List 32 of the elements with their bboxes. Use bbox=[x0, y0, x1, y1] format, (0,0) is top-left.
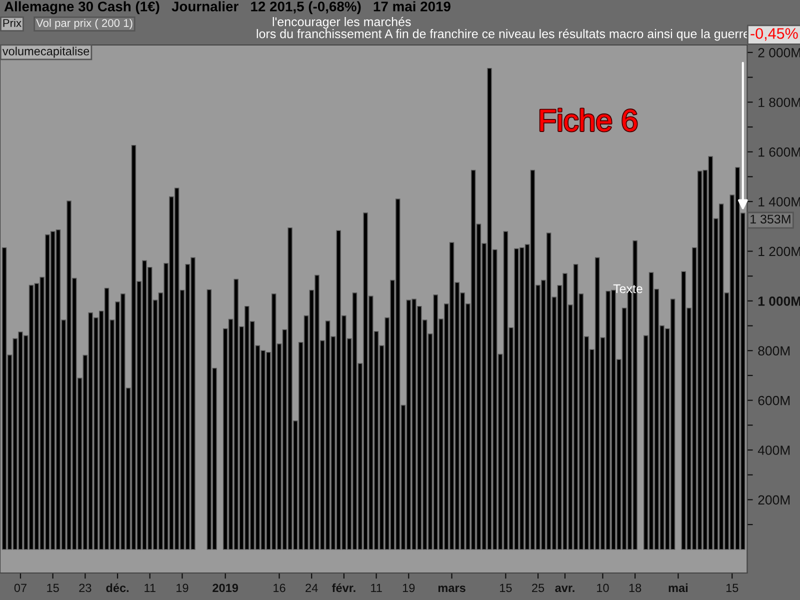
text: Prix bbox=[3, 18, 22, 27]
annotation: volumecapitalise bbox=[2, 46, 90, 58]
y-tick-label: 600M bbox=[758, 396, 790, 406]
x-tick-label: 25 bbox=[532, 584, 544, 592]
x-tick-label: 07 bbox=[14, 584, 26, 592]
x-tick-label: 11 bbox=[144, 584, 156, 592]
y-tick-label: 400M bbox=[758, 446, 790, 455]
text: 1 353M bbox=[750, 214, 790, 224]
y-tick-label: 800M bbox=[758, 346, 790, 356]
text: -0,45% bbox=[750, 28, 798, 41]
x-tick-label: 15 bbox=[47, 584, 59, 592]
x-tick-label: 19 bbox=[176, 584, 188, 592]
x-tick-label: 16 bbox=[274, 584, 286, 592]
x-tick-label: mai bbox=[668, 583, 688, 592]
x-tick-label: 19 bbox=[402, 584, 415, 592]
x-tick-label: déc. bbox=[106, 583, 129, 592]
annotation: Fiche 6 bbox=[540, 108, 637, 132]
x-tick-label: 15 bbox=[726, 584, 738, 592]
x-tick-label: avr. bbox=[555, 586, 574, 592]
x-tick-label: 18 bbox=[629, 584, 642, 592]
x-tick-label: févr. bbox=[332, 583, 356, 592]
x-tick-label: 2019 bbox=[212, 584, 238, 592]
text: l'encourager les marchés bbox=[272, 16, 411, 29]
y-tick-label: 200M bbox=[758, 495, 790, 505]
x-tick-label: 15 bbox=[500, 584, 512, 592]
text: Vol par prix ( 200 1) bbox=[36, 18, 132, 30]
x-tick-label: 10 bbox=[597, 584, 609, 592]
x-tick-label: 23 bbox=[79, 584, 92, 592]
chart-title: Allemagne 30 Cash (1€) Journalier 12 201,5 (-0,68%) 17 mai 2019 bbox=[4, 1, 450, 14]
x-tick-label: 24 bbox=[306, 584, 318, 592]
x-tick-label: 11 bbox=[371, 584, 382, 592]
x-tick-label: mars bbox=[438, 586, 466, 592]
